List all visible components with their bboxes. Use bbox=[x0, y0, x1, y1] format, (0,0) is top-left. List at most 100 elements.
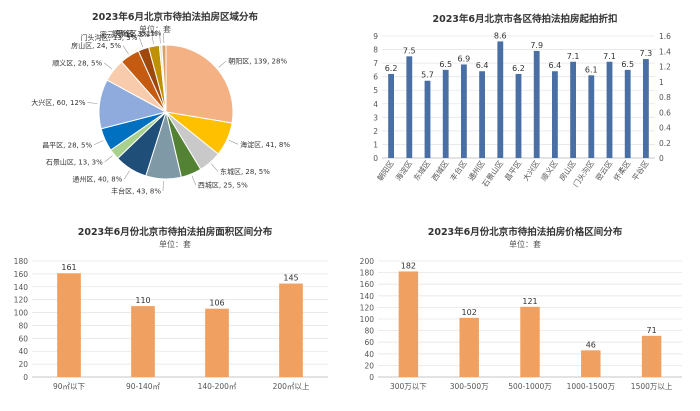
y-tick-label: 160 bbox=[360, 280, 375, 289]
y-tick-label: 0 bbox=[369, 373, 374, 382]
x-tick-label: 90㎡以下 bbox=[53, 382, 86, 391]
bar-value-label: 106 bbox=[209, 299, 224, 308]
pie-label: 通州区, 40, 8% bbox=[72, 175, 122, 184]
y2-tick-label: 1.6 bbox=[659, 32, 671, 41]
chart-subtitle: 单位：套 bbox=[159, 239, 191, 249]
y-tick-label: 0 bbox=[373, 154, 378, 163]
bar-value-label: 161 bbox=[61, 263, 76, 272]
y-tick-label: 2 bbox=[373, 127, 378, 136]
pie-leader-line bbox=[151, 34, 154, 45]
bar-6 bbox=[497, 41, 504, 158]
bar-value-label: 8.6 bbox=[494, 31, 507, 40]
bar-value-label: 46 bbox=[586, 340, 596, 349]
pie-label: 海淀区, 41, 8% bbox=[240, 140, 290, 149]
bar-value-label: 6.2 bbox=[512, 64, 525, 73]
pie-label: 密云区, 13, 3% bbox=[100, 30, 150, 39]
bar-4 bbox=[641, 335, 662, 377]
bar-value-label: 7.5 bbox=[403, 46, 416, 55]
pie-label: 东城区, 28, 5% bbox=[220, 167, 270, 176]
pie-label: 怀柔区, 3, 1% bbox=[112, 29, 158, 38]
pie-label: 平谷区, 5, 1% bbox=[116, 29, 162, 38]
bar-7 bbox=[515, 73, 522, 158]
bar-value-label: 71 bbox=[647, 326, 657, 335]
pie-leader-line bbox=[124, 170, 130, 180]
pie-leader-line bbox=[122, 45, 129, 55]
x-tick-label: 140-200㎡ bbox=[198, 382, 237, 391]
discount-bar-svg: 2023年6月北京市各区待拍法拍房起拍折扣 0 1 2 3 4 5 6 7 8 9 0 0.2 0.4 0.… bbox=[373, 13, 671, 189]
bar-3 bbox=[442, 69, 449, 158]
bar-value-label: 7.9 bbox=[530, 41, 543, 50]
y-tick-label: 6 bbox=[373, 73, 378, 82]
y2-tick-label: 0 bbox=[659, 154, 664, 163]
x-tick-label: 500-1000万 bbox=[508, 382, 552, 391]
y-tick-label: 140 bbox=[14, 283, 29, 292]
pie-label: 房山区, 24, 5% bbox=[71, 41, 121, 50]
y-tick-label: 8 bbox=[373, 46, 378, 55]
bar-value-label: 6.9 bbox=[458, 54, 471, 63]
bar-2 bbox=[205, 308, 229, 377]
pie-leader-line bbox=[211, 163, 219, 172]
y-tick-label: 40 bbox=[364, 350, 374, 359]
bar-value-label: 6.2 bbox=[385, 64, 398, 73]
pie-leader-line bbox=[228, 139, 239, 145]
y-tick-label: 180 bbox=[14, 257, 29, 266]
y-tick-label: 80 bbox=[18, 321, 28, 330]
y2-tick-label: 0.8 bbox=[659, 93, 671, 102]
y-tick-label: 9 bbox=[373, 32, 378, 41]
bar-value-label: 7.3 bbox=[640, 49, 653, 58]
x-tick-label: 密云区 bbox=[593, 158, 614, 183]
bar-2 bbox=[424, 80, 431, 158]
x-tick-label: 东城区 bbox=[411, 158, 432, 183]
bar-value-label: 110 bbox=[135, 296, 150, 305]
bar-12 bbox=[606, 61, 613, 158]
region-pie-chart: 2023年6月北京市待拍法拍房区域分布 单位：套 朝阳区, 139, 28% 海淀区,… bbox=[0, 0, 350, 205]
bar-3 bbox=[279, 283, 303, 377]
y-tick-label: 7 bbox=[373, 59, 378, 68]
y2-tick-label: 0.2 bbox=[659, 139, 671, 148]
y2-tick-label: 0.4 bbox=[659, 124, 671, 133]
y-tick-label: 100 bbox=[360, 315, 375, 324]
bar-11 bbox=[588, 75, 595, 158]
pie-label: 昌平区, 28, 5% bbox=[42, 141, 92, 149]
bar-value-label: 5.7 bbox=[421, 71, 434, 80]
chart-title: 2023年6月份北京市待拍法拍房价格区间分布 bbox=[428, 226, 623, 238]
pie-slice-14 bbox=[161, 44, 167, 113]
pie-leader-line bbox=[93, 140, 104, 146]
bar-8 bbox=[533, 50, 540, 158]
y-tick-label: 3 bbox=[373, 113, 378, 122]
y-tick-label: 20 bbox=[364, 361, 374, 370]
x-tick-label: 海淀区 bbox=[393, 158, 414, 183]
x-tick-label: 90-140㎡ bbox=[126, 382, 161, 391]
bar-value-label: 6.4 bbox=[549, 61, 562, 70]
x-tick-label: 平谷区 bbox=[630, 159, 651, 183]
bar-1 bbox=[459, 317, 479, 377]
bar-1 bbox=[131, 306, 155, 377]
chart-title: 2023年6月份北京市待拍法拍房面积区间分布 bbox=[78, 226, 273, 238]
pie-label: 顺义区, 28, 5% bbox=[52, 59, 102, 67]
x-tick-label: 大兴区 bbox=[520, 158, 541, 183]
bar-value-label: 7.1 bbox=[603, 52, 616, 61]
y-tick-label: 160 bbox=[14, 270, 29, 279]
area-bar-chart: 2023年6月份北京市待拍法拍房面积区间分布 单位：套 0 20 40 60 80 100 12… bbox=[0, 205, 350, 411]
y-tick-label: 80 bbox=[364, 327, 374, 336]
bar-1 bbox=[406, 56, 413, 159]
pie-leader-line bbox=[139, 37, 144, 48]
y-tick-label: 20 bbox=[18, 360, 28, 369]
x-tick-label: 顺义区 bbox=[539, 159, 560, 183]
bar-0 bbox=[57, 273, 81, 377]
x-tick-label: 300-500万 bbox=[450, 382, 489, 391]
bar-value-label: 6.5 bbox=[621, 60, 634, 69]
y-tick-label: 120 bbox=[360, 303, 375, 312]
discount-bar-chart: 2023年6月北京市各区待拍法拍房起拍折扣 0 1 2 3 4 5 6 7 8 9 0 0.2 0.4 0.… bbox=[350, 0, 700, 205]
x-tick-label: 朝阳区 bbox=[375, 159, 396, 183]
x-tick-label: 昌平区 bbox=[503, 159, 524, 183]
bar-0 bbox=[398, 271, 419, 377]
price-bar-chart: 2023年6月份北京市待拍法拍房价格区间分布 单位：套 0 20 40 60 80 100 12… bbox=[350, 205, 700, 411]
y2-tick-label: 1.2 bbox=[659, 63, 671, 72]
bar-value-label: 6.4 bbox=[476, 61, 489, 70]
pie-leader-line bbox=[104, 155, 113, 163]
pie-leader-line bbox=[218, 60, 227, 68]
y2-tick-label: 1 bbox=[659, 78, 664, 87]
